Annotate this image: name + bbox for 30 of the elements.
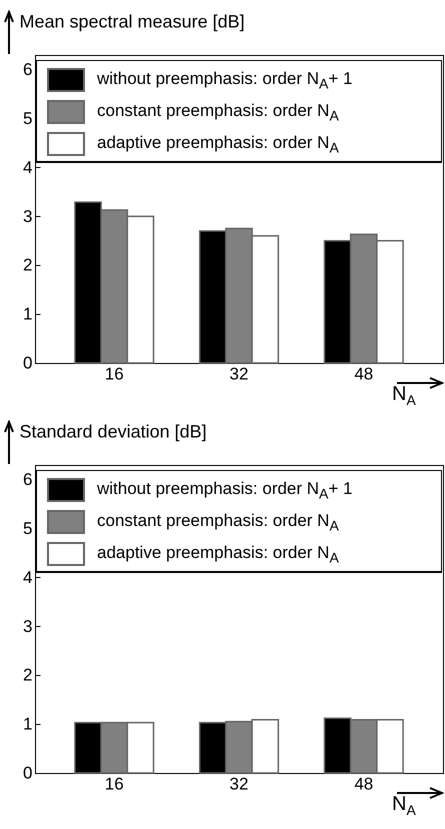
y-tick-label: 4 — [23, 568, 32, 587]
x-axis-title: N$_{A}$ — [392, 793, 416, 818]
y-tick-label: 2 — [23, 666, 32, 685]
legend-label: constant preemphasis: order N$_{A}$ — [97, 510, 339, 534]
x-tick-label: 16 — [104, 364, 124, 384]
y-tick-label: 5 — [23, 519, 32, 538]
y-tick-label: 6 — [23, 60, 32, 80]
x-tick-label: 32 — [230, 364, 248, 384]
x-tick-label: 32 — [230, 774, 248, 794]
y-axis-title: Mean spectral measure [dB] — [20, 12, 245, 32]
y-tick-label: 3 — [23, 616, 32, 636]
y-tick-label: 0 — [23, 354, 32, 372]
legend-label: adaptive preemphasis: order N$_{A}$ — [97, 542, 339, 566]
y-tick-label: 6 — [23, 470, 32, 490]
y-tick-label: 0 — [23, 764, 32, 782]
y-axis-title: Standard deviation [dB] — [20, 422, 207, 442]
x-tick-label: 48 — [354, 364, 374, 384]
y-tick-label: 5 — [23, 109, 32, 128]
x-tick-label: 16 — [104, 774, 124, 794]
y-tick-label: 2 — [23, 256, 32, 275]
y-tick-label: 1 — [23, 304, 32, 324]
legend-label: without preemphasis: order N$_{A}$+ 1 — [97, 478, 352, 502]
x-axis-title: N$_{A}$ — [392, 383, 416, 408]
legend-label: adaptive preemphasis: order N$_{A}$ — [97, 132, 339, 156]
legend-label: constant preemphasis: order N$_{A}$ — [97, 100, 339, 124]
y-tick-label: 1 — [23, 714, 32, 734]
y-tick-label: 4 — [23, 158, 32, 177]
x-tick-label: 48 — [354, 774, 374, 794]
y-tick-label: 3 — [23, 206, 32, 226]
legend-label: without preemphasis: order N$_{A}$+ 1 — [97, 68, 352, 92]
